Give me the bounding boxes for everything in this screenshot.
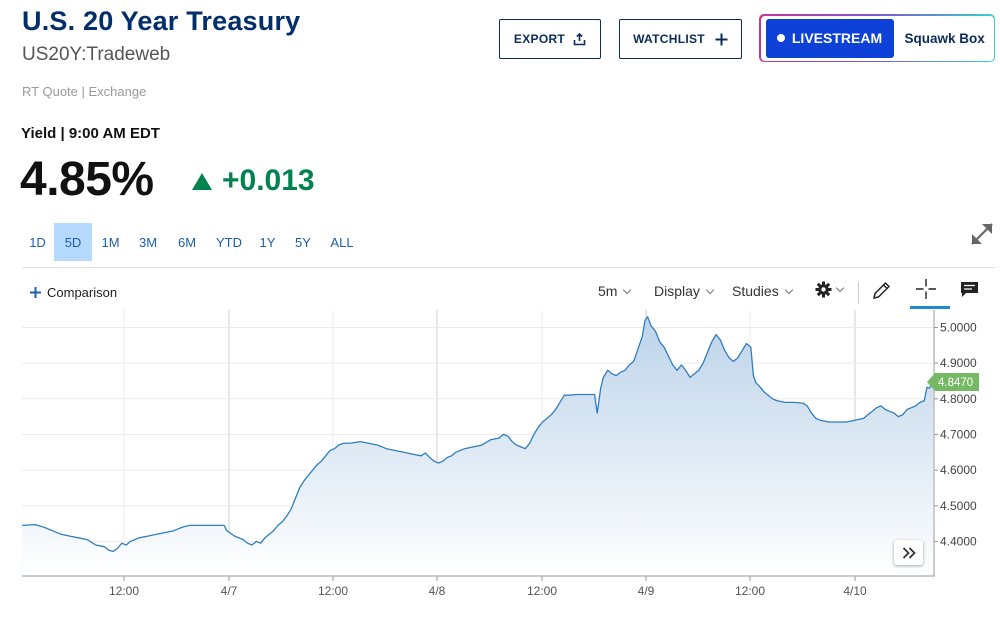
- change-value: +0.013: [222, 164, 315, 197]
- display-dropdown[interactable]: Display: [654, 283, 715, 299]
- y-tick-label: 4.6000: [940, 463, 977, 477]
- comment-icon[interactable]: [960, 281, 979, 299]
- x-tick-label: 4/9: [638, 584, 655, 598]
- x-tick-label: 4/10: [843, 584, 867, 598]
- y-tick-label: 4.9000: [940, 356, 977, 370]
- last-value-label: 4.8470: [938, 377, 973, 389]
- scroll-to-latest-button[interactable]: [894, 540, 923, 565]
- range-1d[interactable]: 1D: [29, 234, 46, 250]
- range-5d[interactable]: 5D: [54, 223, 92, 261]
- comparison-label: Comparison: [47, 285, 118, 300]
- squawk-box-link[interactable]: Squawk Box: [904, 30, 985, 46]
- y-tick-label: 4.8000: [940, 392, 977, 406]
- watchlist-label: WATCHLIST: [633, 32, 705, 46]
- range-5y[interactable]: 5Y: [295, 234, 311, 250]
- livestream-button[interactable]: LIVESTREAM: [765, 18, 894, 58]
- crosshair-active-indicator: [910, 306, 950, 309]
- range-1y[interactable]: 1Y: [259, 234, 276, 250]
- quote-source: RT Quote | Exchange: [22, 84, 147, 99]
- x-tick-label: 12:00: [527, 584, 557, 598]
- share-icon: [573, 32, 586, 46]
- expand-icon[interactable]: [969, 221, 995, 247]
- y-tick-label: 4.5000: [940, 499, 977, 513]
- y-tick-label: 5.0000: [940, 321, 977, 335]
- export-button[interactable]: EXPORT: [499, 19, 601, 59]
- studies-label: Studies: [732, 283, 779, 299]
- settings-dropdown[interactable]: [815, 281, 845, 298]
- double-chevron-right-icon: [902, 546, 916, 559]
- comparison-button[interactable]: Comparison: [30, 285, 117, 300]
- y-tick-label: 4.4000: [940, 534, 977, 548]
- live-dot-icon: [776, 34, 785, 42]
- plus-icon: [715, 33, 728, 46]
- section-divider: [22, 267, 995, 268]
- page-title: U.S. 20 Year Treasury: [22, 6, 301, 36]
- chevron-down-icon: [835, 283, 845, 293]
- plus-icon: [30, 287, 41, 298]
- x-tick-label: 4/8: [429, 584, 446, 598]
- yield-line: [21, 316, 934, 553]
- chevron-down-icon: [705, 285, 715, 294]
- last-value-badge: [927, 373, 979, 392]
- range-3m[interactable]: 3M: [138, 234, 158, 250]
- x-tick-label: 4/7: [221, 584, 238, 598]
- interval-dropdown[interactable]: 5m: [598, 283, 632, 299]
- studies-dropdown[interactable]: Studies: [732, 283, 793, 299]
- range-6m[interactable]: 6M: [177, 234, 197, 250]
- livestream-label: LIVESTREAM: [791, 30, 883, 46]
- range-1m[interactable]: 1M: [101, 234, 120, 250]
- range-all[interactable]: ALL: [330, 234, 354, 250]
- up-arrow-icon: [192, 172, 212, 190]
- gear-icon: [815, 281, 832, 298]
- x-tick-label: 12:00: [109, 584, 139, 598]
- x-tick-label: 12:00: [318, 584, 348, 598]
- chevron-down-icon: [784, 285, 793, 294]
- display-label: Display: [654, 283, 700, 299]
- range-ytd[interactable]: YTD: [216, 234, 242, 250]
- crosshair-icon[interactable]: [915, 278, 937, 300]
- x-tick-label: 12:00: [735, 584, 765, 598]
- yield-price: 4.85%: [20, 153, 154, 206]
- pencil-icon[interactable]: [871, 280, 892, 301]
- yield-change: +0.013: [192, 164, 315, 198]
- yield-chart[interactable]: 12:00 4/7 12:00 4/8 12:00 4/9 12:00 4/10 5.0000 4…: [0, 310, 1000, 622]
- interval-label: 5m: [598, 283, 618, 299]
- livestream-panel: LIVESTREAM Squawk Box: [759, 14, 995, 62]
- symbol-label: US20Y:Tradeweb: [22, 44, 171, 65]
- toolbar-separator: [858, 282, 859, 304]
- chevron-down-icon: [623, 285, 632, 294]
- export-label: EXPORT: [513, 32, 566, 46]
- range-selector: 1D 5D 1M 3M 6M YTD 1Y 5Y ALL: [21, 223, 362, 261]
- yield-time-label: Yield | 9:00 AM EDT: [21, 125, 160, 142]
- y-tick-label: 4.7000: [940, 427, 977, 441]
- watchlist-button[interactable]: WATCHLIST: [619, 19, 742, 59]
